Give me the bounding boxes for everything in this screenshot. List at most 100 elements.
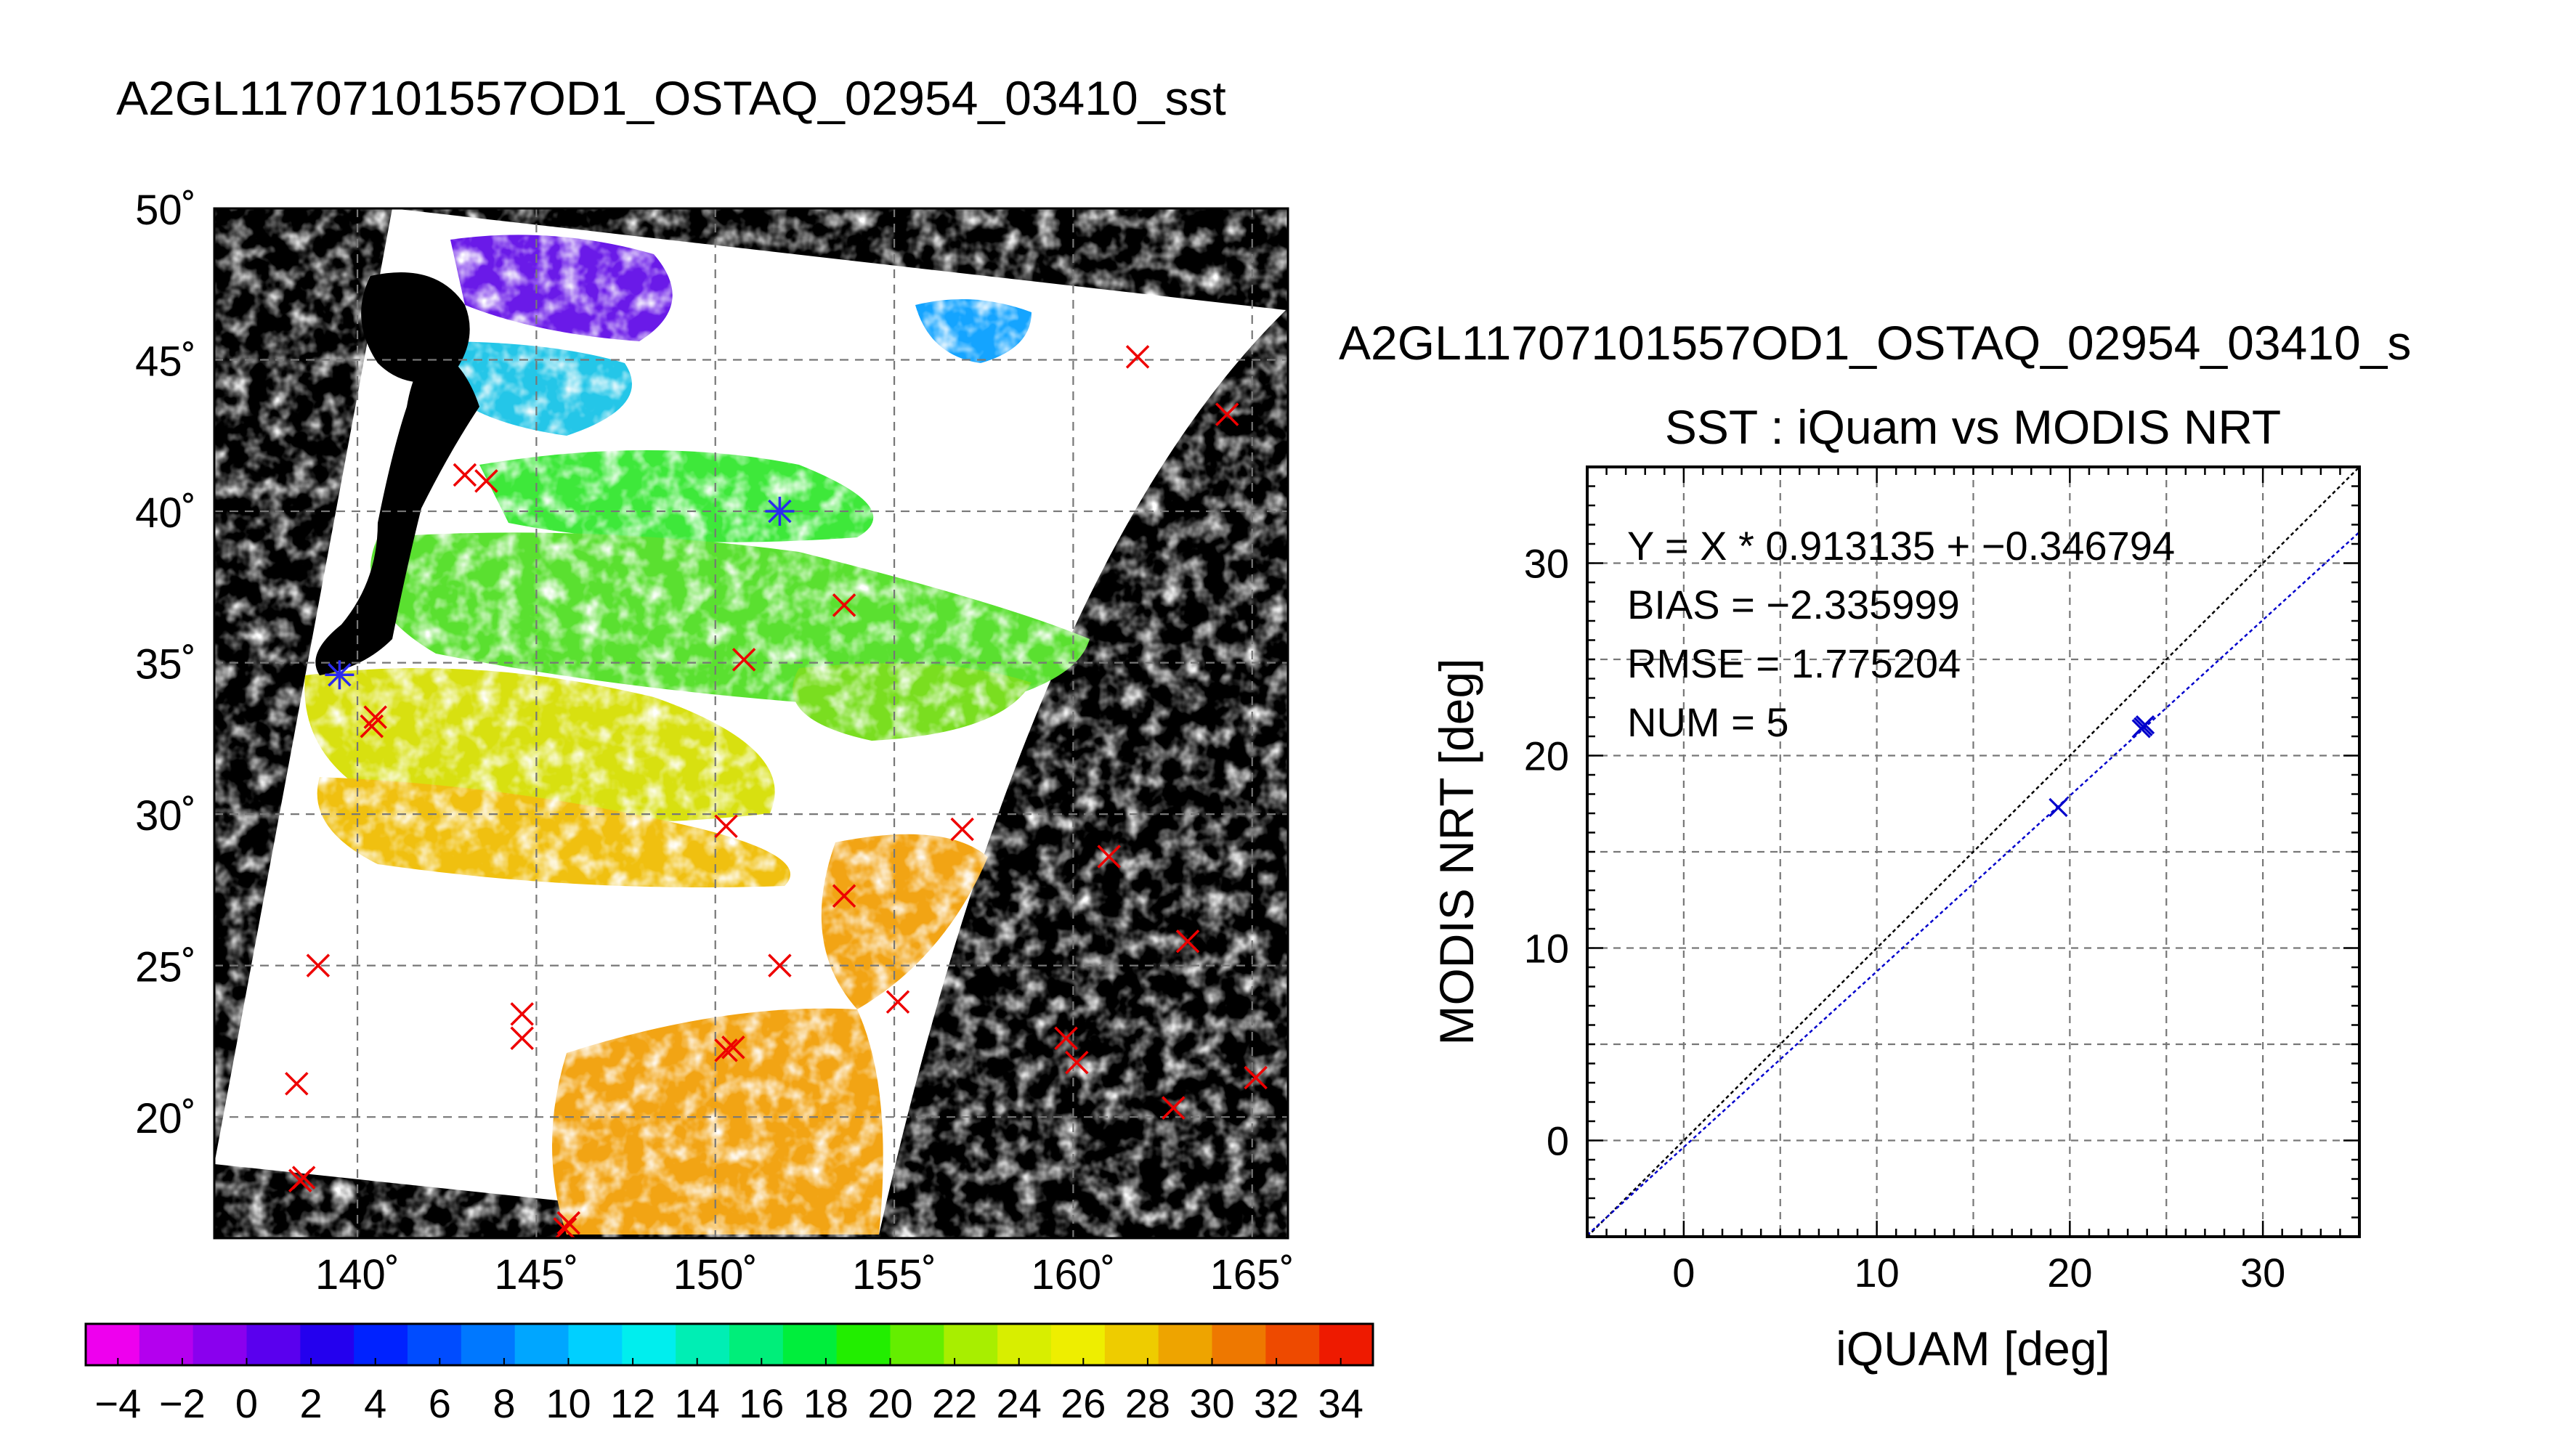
- buoy-marker: [1215, 402, 1239, 426]
- scatter-lines: [1587, 467, 2359, 1237]
- colorbar-segment: [86, 1324, 140, 1365]
- colorbar-tick-label: −4: [94, 1380, 141, 1426]
- colorbar-segment: [246, 1324, 301, 1365]
- scatter-point: [2133, 717, 2153, 736]
- colorbar-segment: [836, 1324, 891, 1365]
- colorbar-segment: [193, 1324, 248, 1365]
- colorbar-segment: [1158, 1324, 1213, 1365]
- buoy-marker: [1065, 1050, 1089, 1075]
- colorbar-segment: [568, 1324, 623, 1365]
- scatter-stat-line: RMSE = 1.775204: [1627, 640, 1961, 686]
- colorbar-segment: [300, 1324, 354, 1365]
- map-lon-tick-label: 145˚: [494, 1251, 578, 1298]
- colorbar-tick-label: 4: [364, 1380, 386, 1426]
- colorbar-tick-label: 2: [300, 1380, 323, 1426]
- map-lon-tick-label: 155˚: [852, 1251, 936, 1298]
- scatter-x-label: iQUAM [deg]: [1836, 1322, 2110, 1375]
- colorbar-tick-label: 34: [1318, 1380, 1363, 1426]
- scatter-x-tick-label: 30: [2240, 1250, 2285, 1296]
- buoy-marker: [510, 1002, 534, 1026]
- buoy-marker: [291, 1166, 316, 1189]
- buoy-marker: [474, 469, 498, 493]
- colorbar-tick-label: 16: [739, 1380, 784, 1426]
- buoy-marker: [721, 1036, 745, 1060]
- buoy-marker: [832, 593, 856, 617]
- map-lon-tick-label: 150˚: [673, 1251, 758, 1298]
- scatter-grid: [1587, 467, 2359, 1237]
- colorbar-segment: [514, 1324, 570, 1365]
- scatter-x-tick-label: 20: [2047, 1250, 2092, 1296]
- colorbar-segment: [1319, 1324, 1374, 1365]
- map-lat-axis: 50˚ 45˚ 40˚ 35˚ 30˚ 25˚ 20˚: [135, 187, 196, 1142]
- buoy-marker: [510, 1026, 534, 1050]
- buoy-marker: [1125, 345, 1150, 369]
- buoy-marker: [765, 497, 795, 526]
- colorbar-segment: [676, 1324, 730, 1365]
- buoy-marker: [714, 1038, 738, 1062]
- colorbar-frame: [84, 1322, 1374, 1367]
- colorbar-segment: [1051, 1324, 1106, 1365]
- scatter-stat-line: Y = X * 0.913135 + −0.346794: [1627, 523, 2175, 569]
- scatter-y-label: MODIS NRT [deg]: [1430, 658, 1483, 1045]
- colorbar-tick-label: 18: [803, 1380, 848, 1426]
- colorbar-labels: −4 −2 0 2 4 6 8 10 12 14 16 18 20 22 24 26 28 30 32 34: [94, 1358, 1363, 1426]
- scatter-y-tick-labels: 0 10 20 30: [1524, 541, 1569, 1164]
- colorbar-segment: [890, 1324, 944, 1365]
- colorbar-segment: [944, 1324, 998, 1365]
- colorbar-tick-label: 28: [1125, 1380, 1170, 1426]
- buoy-marker: [886, 990, 910, 1014]
- map-markers: [285, 345, 1268, 1238]
- scatter-points: [2048, 715, 2155, 818]
- buoy-marker: [360, 714, 384, 739]
- fit-line: [1587, 531, 2359, 1236]
- buoy-marker: [453, 463, 477, 487]
- colorbar-segment: [139, 1324, 194, 1365]
- scatter-y-tick-label: 30: [1524, 541, 1569, 587]
- land-hokkaido: [361, 272, 470, 383]
- map-area: [214, 208, 1288, 1238]
- colorbar-tick-label: 24: [997, 1380, 1042, 1426]
- buoy-marker: [325, 660, 354, 690]
- cloud-mask: [214, 208, 1288, 1238]
- colorbar: [84, 1322, 1374, 1367]
- colorbar-tick-label: 6: [429, 1380, 451, 1426]
- map-lon-tick-label: 165˚: [1210, 1251, 1294, 1298]
- map-lat-tick-label: 25˚: [135, 944, 196, 991]
- map-title: A2GL11707101557OD1_OSTAQ_02954_03410_sst: [116, 71, 1226, 125]
- buoy-marker: [553, 1217, 578, 1238]
- buoy-marker: [732, 648, 756, 672]
- scatter-y-tick-label: 10: [1524, 926, 1569, 972]
- map-lat-tick-label: 45˚: [135, 338, 196, 386]
- map-lat-tick-label: 30˚: [135, 792, 196, 839]
- scatter-x-tick-label: 0: [1672, 1250, 1695, 1296]
- colorbar-tick-label: 30: [1189, 1380, 1234, 1426]
- buoy-marker: [306, 953, 331, 977]
- colorbar-segment: [354, 1324, 408, 1365]
- colorbar-segment: [1212, 1324, 1266, 1365]
- map-lon-tick-label: 160˚: [1031, 1251, 1115, 1298]
- identity-line: [1587, 467, 2359, 1237]
- colorbar-tick-label: 0: [235, 1380, 258, 1426]
- buoy-marker: [768, 953, 792, 977]
- buoy-marker: [1162, 1096, 1186, 1120]
- colorbar-tick-label: −2: [159, 1380, 206, 1426]
- colorbar-tick-label: 14: [675, 1380, 720, 1426]
- scatter-point: [2048, 797, 2068, 818]
- colorbar-segment: [782, 1324, 838, 1365]
- scatter-subtitle: SST : iQuam vs MODIS NRT: [1665, 400, 2281, 454]
- colorbar-tick-label: 20: [867, 1380, 912, 1426]
- map-lat-tick-label: 50˚: [135, 187, 196, 234]
- map-lon-tick-label: 140˚: [315, 1251, 400, 1298]
- scatter-minor-ticks: [1586, 465, 2361, 1238]
- buoy-marker: [363, 705, 387, 729]
- scatter-stat-line: NUM = 5: [1627, 699, 1789, 745]
- scatter-stat-line: BIAS = −2.335999: [1627, 582, 1960, 627]
- buoy-marker: [950, 817, 974, 842]
- colorbar-segment: [729, 1324, 784, 1365]
- colorbar-tick-label: 10: [546, 1380, 591, 1426]
- map-lat-tick-label: 40˚: [135, 489, 196, 537]
- scatter-stats: Y = X * 0.913135 + −0.346794 BIAS = −2.33…: [1627, 523, 2175, 745]
- map-frame: [213, 207, 1289, 1240]
